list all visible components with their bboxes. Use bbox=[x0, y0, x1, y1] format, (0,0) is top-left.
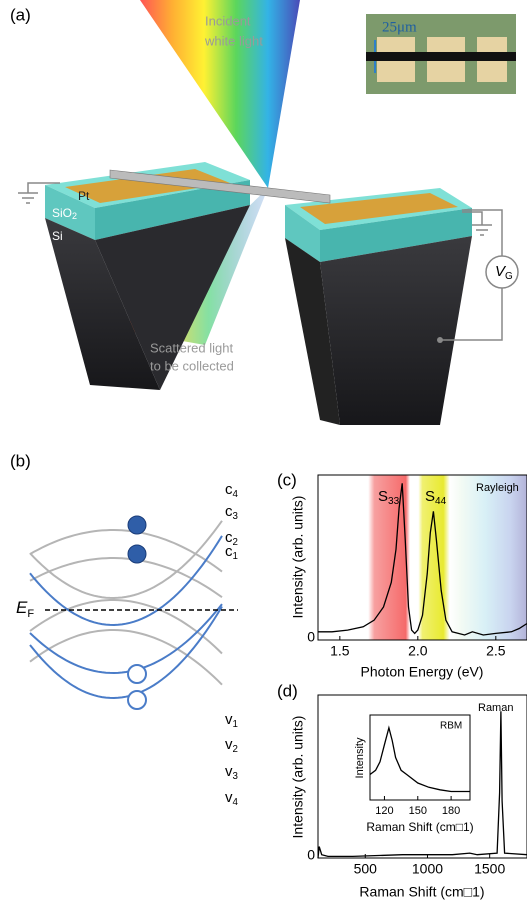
sio2-sub: 2 bbox=[72, 211, 77, 221]
fermi-label: EF bbox=[16, 598, 34, 619]
hole bbox=[128, 691, 146, 709]
electron bbox=[128, 516, 146, 534]
incident-label: Incident bbox=[205, 13, 251, 28]
x-tick-label: 150 bbox=[409, 805, 427, 817]
gate-sub: G bbox=[505, 271, 513, 282]
band-sub: 1 bbox=[233, 551, 238, 562]
x-tick-label: 1.5 bbox=[330, 643, 350, 659]
peak-main: S bbox=[378, 488, 388, 505]
x-tick-label: 1000 bbox=[412, 861, 443, 877]
band-label: v3 bbox=[225, 763, 238, 782]
band-sub: 1 bbox=[233, 719, 238, 730]
right-block bbox=[285, 188, 472, 425]
peak-sub: 44 bbox=[435, 496, 447, 507]
sio2-main: SiO bbox=[52, 206, 72, 220]
y-tick-label: 0 bbox=[307, 629, 315, 645]
band-sub: 4 bbox=[233, 797, 239, 808]
band-label: v4 bbox=[225, 789, 239, 808]
x-tick-label: 120 bbox=[375, 805, 393, 817]
scattered-label: to be collected bbox=[150, 358, 234, 373]
pt-label: Pt bbox=[78, 189, 90, 203]
band-label: c4 bbox=[225, 481, 239, 500]
micrograph: 25μm bbox=[366, 14, 516, 94]
peak-main: S bbox=[425, 488, 435, 505]
band-curve bbox=[30, 530, 222, 572]
x-tick-label: 1500 bbox=[474, 861, 505, 877]
electron bbox=[128, 545, 146, 563]
x-tick-label: 500 bbox=[354, 861, 378, 877]
si-label: Si bbox=[52, 229, 63, 243]
y-tick-label: 0 bbox=[307, 847, 315, 863]
band-curve bbox=[30, 600, 222, 654]
x-axis-label: Raman Shift (cm□1) bbox=[366, 820, 473, 834]
scale-label: 25μm bbox=[382, 19, 417, 35]
band-label: v1 bbox=[225, 711, 238, 730]
spectrum bbox=[370, 728, 470, 792]
band-sub: 3 bbox=[233, 771, 238, 782]
incident-label: white light bbox=[204, 33, 263, 48]
panel-label: (a) bbox=[10, 5, 31, 24]
panel-label: (d) bbox=[277, 681, 298, 700]
fermi-sub: F bbox=[27, 608, 34, 620]
band-label: v2 bbox=[225, 736, 238, 755]
x-tick-label: 2.5 bbox=[486, 643, 506, 659]
y-axis-label: Intensity bbox=[354, 737, 366, 778]
band-curve bbox=[30, 604, 222, 673]
annotation: Raman bbox=[478, 702, 513, 714]
hole bbox=[128, 665, 146, 683]
band-sub: 4 bbox=[233, 489, 239, 500]
panel-label: (c) bbox=[277, 470, 297, 489]
peak-sub: 33 bbox=[388, 496, 400, 507]
panel-label: (b) bbox=[10, 451, 31, 470]
annotation: Rayleigh bbox=[476, 482, 519, 494]
x-tick-label: 2.0 bbox=[408, 643, 428, 659]
figure: (a) Incident white light 25μm VG Pt SiO2… bbox=[0, 0, 527, 914]
y-axis-label: Intensity (arb. units) bbox=[290, 716, 306, 839]
band-sub: 3 bbox=[233, 511, 238, 522]
x-axis-label: Raman Shift (cm□1) bbox=[359, 884, 484, 900]
y-axis-label: Intensity (arb. units) bbox=[290, 496, 306, 619]
band-sub: 2 bbox=[233, 537, 238, 548]
x-axis-label: Photon Energy (eV) bbox=[361, 664, 484, 680]
annotation: RBM bbox=[440, 721, 462, 732]
band-label: c3 bbox=[225, 503, 238, 522]
band-curve bbox=[30, 607, 222, 699]
x-tick-label: 180 bbox=[442, 805, 460, 817]
contact bbox=[437, 337, 443, 343]
band-curve bbox=[30, 536, 222, 625]
band-sub: 2 bbox=[233, 744, 238, 755]
fermi-main: E bbox=[16, 598, 28, 617]
scattered-label: Scattered light bbox=[150, 340, 233, 355]
